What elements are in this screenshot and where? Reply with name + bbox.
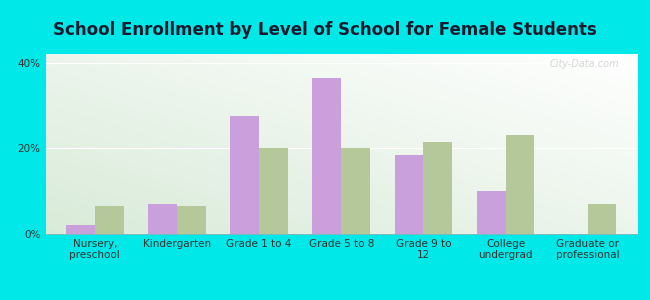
Bar — [423, 142, 452, 234]
Bar — [588, 204, 616, 234]
Bar — [477, 191, 506, 234]
Bar — [95, 206, 124, 234]
Text: School Enrollment by Level of School for Female Students: School Enrollment by Level of School for… — [53, 21, 597, 39]
Bar — [259, 148, 288, 234]
Bar — [66, 225, 95, 234]
Bar — [395, 155, 423, 234]
Bar — [506, 135, 534, 234]
Text: City-Data.com: City-Data.com — [550, 59, 619, 69]
Bar — [148, 204, 177, 234]
Bar — [341, 148, 370, 234]
Bar — [177, 206, 205, 234]
Bar — [313, 78, 341, 234]
Bar — [230, 116, 259, 234]
